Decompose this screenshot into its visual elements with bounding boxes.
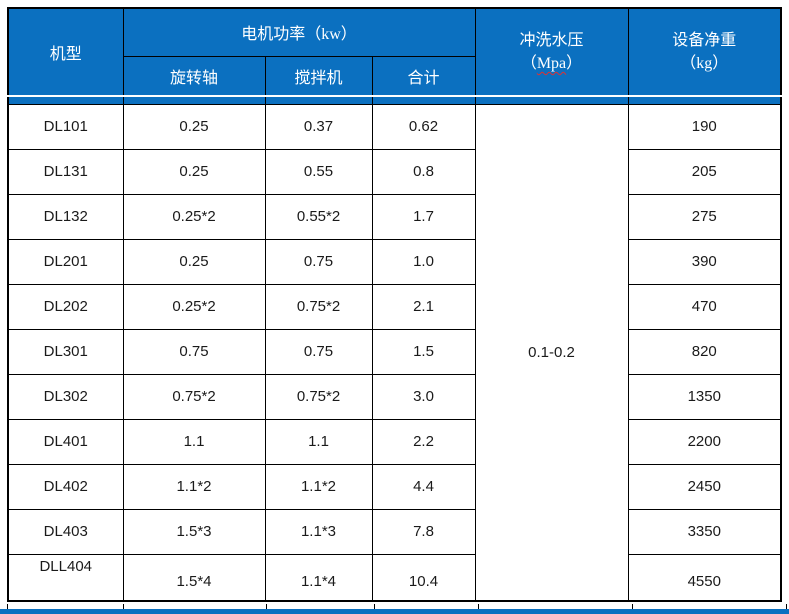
table-row: DL302 0.75*2 0.75*2 3.0 1350 bbox=[7, 373, 782, 420]
model-cell: DL401 bbox=[7, 418, 124, 465]
border-stub bbox=[266, 604, 267, 610]
mixer-cell: 0.55*2 bbox=[264, 193, 373, 240]
total-cell: 10.4 bbox=[371, 553, 476, 602]
shaft-cell: 1.5*3 bbox=[122, 508, 266, 555]
paren-open: （ bbox=[520, 55, 537, 72]
header-rotating-shaft: 旋转轴 bbox=[122, 55, 266, 97]
header-model: 机型 bbox=[7, 7, 124, 97]
model-cell: DL131 bbox=[7, 148, 124, 195]
weight-cell: 2450 bbox=[627, 463, 782, 510]
table-row: DL202 0.25*2 0.75*2 2.1 470 bbox=[7, 283, 782, 330]
shaft-cell: 1.5*4 bbox=[122, 553, 266, 602]
mixer-cell: 1.1*4 bbox=[264, 553, 373, 602]
table-row: DL132 0.25*2 0.55*2 1.7 275 bbox=[7, 193, 782, 240]
mixer-cell: 0.75*2 bbox=[264, 283, 373, 330]
mixer-cell: 0.37 bbox=[264, 103, 373, 150]
cutoff-blue-bar bbox=[0, 609, 789, 614]
mixer-cell: 0.75 bbox=[264, 238, 373, 285]
shaft-cell: 0.75 bbox=[122, 328, 266, 375]
header-total: 合计 bbox=[371, 55, 476, 97]
border-stub bbox=[478, 604, 479, 610]
model-cell: DL302 bbox=[7, 373, 124, 420]
border-stub bbox=[632, 604, 633, 610]
total-cell: 4.4 bbox=[371, 463, 476, 510]
header-net-weight-line2: （kg） bbox=[680, 55, 729, 72]
header-net-weight: 设备净重 （kg） bbox=[627, 7, 782, 97]
model-cell: DL202 bbox=[7, 283, 124, 330]
total-cell: 2.2 bbox=[371, 418, 476, 465]
shaft-cell: 0.75*2 bbox=[122, 373, 266, 420]
weight-cell: 470 bbox=[627, 283, 782, 330]
border-stub bbox=[786, 604, 787, 610]
header-flush-pressure: 冲洗水压 （Mpa） bbox=[474, 7, 629, 97]
spec-table: 机型 电机功率（kw） 冲洗水压 （Mpa） 设备净重 （kg） 旋转轴 搅拌机… bbox=[7, 7, 782, 602]
paren-close: ） bbox=[566, 55, 583, 72]
border-stub bbox=[7, 604, 8, 610]
table-row: DL101 0.25 0.37 0.62 0.1-0.2 190 bbox=[7, 103, 782, 602]
border-stub bbox=[123, 604, 124, 610]
mixer-cell: 1.1*3 bbox=[264, 508, 373, 555]
table-row: DL402 1.1*2 1.1*2 4.4 2450 bbox=[7, 463, 782, 510]
header-flush-pressure-line2: （Mpa） bbox=[476, 52, 627, 75]
table-row: DL131 0.25 0.55 0.8 205 bbox=[7, 148, 782, 195]
table-row: DLL404 1.5*4 1.1*4 10.4 4550 bbox=[7, 553, 782, 602]
model-cell: DL402 bbox=[7, 463, 124, 510]
weight-cell: 390 bbox=[627, 238, 782, 285]
shaft-cell: 0.25*2 bbox=[122, 193, 266, 240]
header-flush-pressure-line1: 冲洗水压 bbox=[519, 31, 584, 49]
mixer-cell: 0.75 bbox=[264, 328, 373, 375]
mixer-cell: 0.75*2 bbox=[264, 373, 373, 420]
total-cell: 1.0 bbox=[371, 238, 476, 285]
model-cell: DL132 bbox=[7, 193, 124, 240]
model-cell: DL403 bbox=[7, 508, 124, 555]
shaft-cell: 0.25 bbox=[122, 148, 266, 195]
shaft-cell: 0.25 bbox=[122, 238, 266, 285]
total-cell: 0.8 bbox=[371, 148, 476, 195]
header-mixer: 搅拌机 bbox=[264, 55, 373, 97]
mixer-cell: 1.1*2 bbox=[264, 463, 373, 510]
weight-cell: 3350 bbox=[627, 508, 782, 555]
model-cell: DL201 bbox=[7, 238, 124, 285]
weight-cell: 4550 bbox=[627, 553, 782, 602]
shaft-cell: 1.1*2 bbox=[122, 463, 266, 510]
header-net-weight-line1: 设备净重 bbox=[672, 31, 737, 49]
table-row: DL401 1.1 1.1 2.2 2200 bbox=[7, 418, 782, 465]
weight-cell: 205 bbox=[627, 148, 782, 195]
total-cell: 3.0 bbox=[371, 373, 476, 420]
weight-cell: 1350 bbox=[627, 373, 782, 420]
weight-cell: 275 bbox=[627, 193, 782, 240]
table-row: DL403 1.5*3 1.1*3 7.8 3350 bbox=[7, 508, 782, 555]
border-stub bbox=[374, 604, 375, 610]
mixer-cell: 0.55 bbox=[264, 148, 373, 195]
mpa-unit-spellcheck: Mpa bbox=[536, 55, 567, 72]
model-cell: DLL404 bbox=[7, 553, 124, 602]
pressure-merged-cell: 0.1-0.2 bbox=[474, 103, 629, 602]
weight-cell: 820 bbox=[627, 328, 782, 375]
model-cell: DL101 bbox=[7, 103, 124, 150]
weight-cell: 190 bbox=[627, 103, 782, 150]
total-cell: 0.62 bbox=[371, 103, 476, 150]
table-row: DL201 0.25 0.75 1.0 390 bbox=[7, 238, 782, 285]
header-motor-power: 电机功率（kw） bbox=[122, 7, 476, 57]
shaft-cell: 0.25 bbox=[122, 103, 266, 150]
table-row: DL301 0.75 0.75 1.5 820 bbox=[7, 328, 782, 375]
mixer-cell: 1.1 bbox=[264, 418, 373, 465]
total-cell: 1.5 bbox=[371, 328, 476, 375]
total-cell: 7.8 bbox=[371, 508, 476, 555]
weight-cell: 2200 bbox=[627, 418, 782, 465]
shaft-cell: 1.1 bbox=[122, 418, 266, 465]
total-cell: 1.7 bbox=[371, 193, 476, 240]
total-cell: 2.1 bbox=[371, 283, 476, 330]
header-bottom-strip bbox=[7, 95, 782, 105]
shaft-cell: 0.25*2 bbox=[122, 283, 266, 330]
model-cell: DL301 bbox=[7, 328, 124, 375]
